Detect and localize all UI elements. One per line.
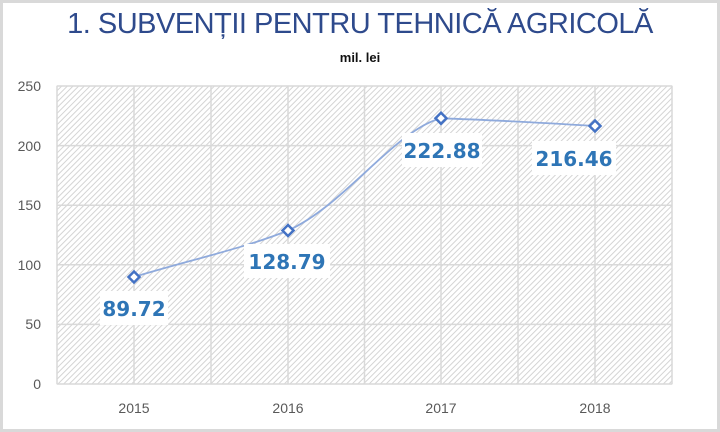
y-tick-label: 50: [25, 316, 41, 332]
series-line: [133, 117, 596, 278]
y-tick-label: 150: [18, 197, 42, 213]
diamond-marker-icon: [433, 111, 449, 126]
x-tick-label: 2016: [272, 400, 303, 416]
x-axis: 2015 2016 2017 2018: [118, 400, 610, 416]
data-markers: [126, 111, 603, 285]
data-label-2018: 216.46: [535, 147, 612, 171]
data-label-2015: 89.72: [102, 297, 165, 321]
x-tick-label: 2018: [579, 400, 610, 416]
diamond-marker-icon: [587, 118, 603, 134]
data-labels: 89.72 128.79 222.88 216.46: [102, 139, 612, 321]
diamond-marker-icon: [126, 269, 142, 285]
x-tick-label: 2017: [425, 400, 456, 416]
data-label-backgrounds: [100, 133, 616, 325]
y-tick-label: 0: [33, 376, 41, 392]
diamond-marker-icon: [280, 223, 296, 238]
y-tick-label: 200: [18, 138, 42, 154]
data-label-2016: 128.79: [248, 250, 325, 274]
y-tick-label: 100: [18, 257, 42, 273]
x-tick-label: 2015: [118, 400, 149, 416]
data-label-2017: 222.88: [403, 139, 480, 163]
y-axis: 250 200 150 100 50 0: [18, 78, 42, 392]
chart-title: 1. SUBVENȚII PENTRU TEHNICĂ AGRICOLĂ: [67, 8, 653, 40]
chart-subtitle-unit: mil. lei: [339, 50, 381, 65]
y-tick-label: 250: [18, 78, 42, 94]
